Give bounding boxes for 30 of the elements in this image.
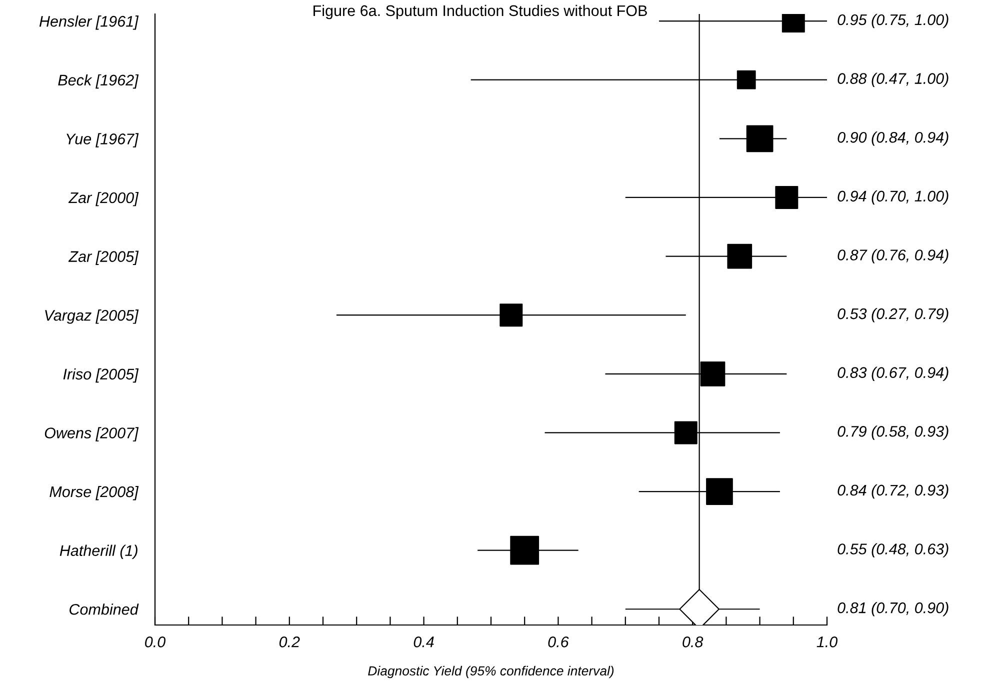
x-tick-label: 1.0	[816, 636, 838, 648]
x-axis-title: Diagnostic Yield (95% confidence interval)	[368, 666, 614, 678]
chart-title: Figure 6a. Sputum Induction Studies without FOB	[314, 4, 647, 20]
y-tick-label: Iriso [2005]	[63, 368, 139, 383]
text: 0.79 (0.58, 0.93)	[838, 426, 948, 440]
text: 0.81 (0.70, 0.90)	[838, 602, 948, 616]
text: 0.83 (0.67, 0.94)	[838, 366, 948, 382]
y-tick-label: Vargaz [2005]	[45, 310, 139, 324]
text: 0.95 (0.75, 1.00)	[838, 14, 948, 28]
text: 0.90 (0.84, 0.94)	[838, 132, 948, 146]
y-tick-label: Zar [2005]	[68, 250, 139, 265]
y-tick-label: Hensler [1961]	[39, 16, 139, 30]
x-tick-label: 0.4	[414, 636, 434, 648]
text: 0.53 (0.27, 0.79)	[838, 308, 948, 322]
x-tick-label: 0.0	[145, 636, 166, 648]
x-tick-label: 0.2	[279, 636, 300, 648]
y-tick-label: Hatherill (1)	[60, 544, 138, 560]
text: 0.88 (0.47, 1.00)	[838, 72, 948, 87]
y-tick-label: Owens [2007]	[44, 427, 139, 442]
x-tick-label: 0.6	[548, 636, 569, 648]
text: 0.87 (0.76, 0.94)	[838, 249, 948, 264]
y-tick-label: Beck [1962]	[58, 74, 139, 89]
y-tick-label: Morse [2008]	[50, 486, 139, 500]
y-tick-label: Combined	[70, 604, 139, 615]
x-tick-label: 0.8	[682, 636, 704, 648]
y-tick-label: Yue [1967]	[66, 133, 139, 148]
y-tick-label: Zar [2000]	[68, 192, 139, 206]
text: 0.94 (0.70, 1.00)	[838, 190, 948, 205]
text: 0.55 (0.48, 0.63)	[838, 543, 948, 558]
text: 0.84 (0.72, 0.93)	[838, 484, 948, 499]
